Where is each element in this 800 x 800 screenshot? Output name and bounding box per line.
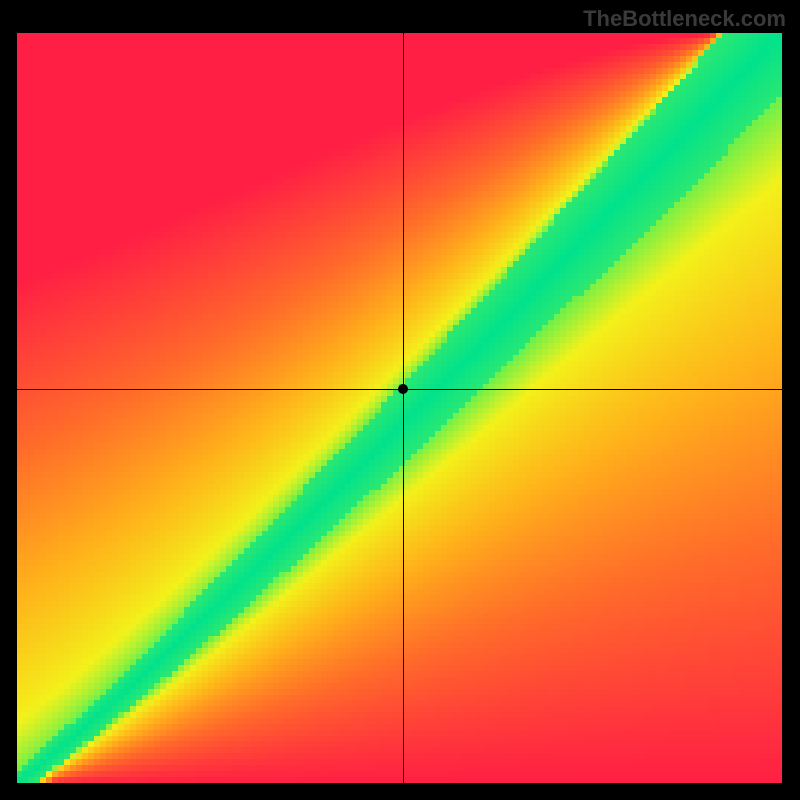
crosshair-vertical: [403, 33, 404, 783]
crosshair-marker: [398, 384, 408, 394]
heatmap-canvas: [17, 33, 782, 783]
chart-container: TheBottleneck.com: [0, 0, 800, 800]
watermark-text: TheBottleneck.com: [583, 6, 786, 32]
plot-area: [17, 33, 782, 783]
